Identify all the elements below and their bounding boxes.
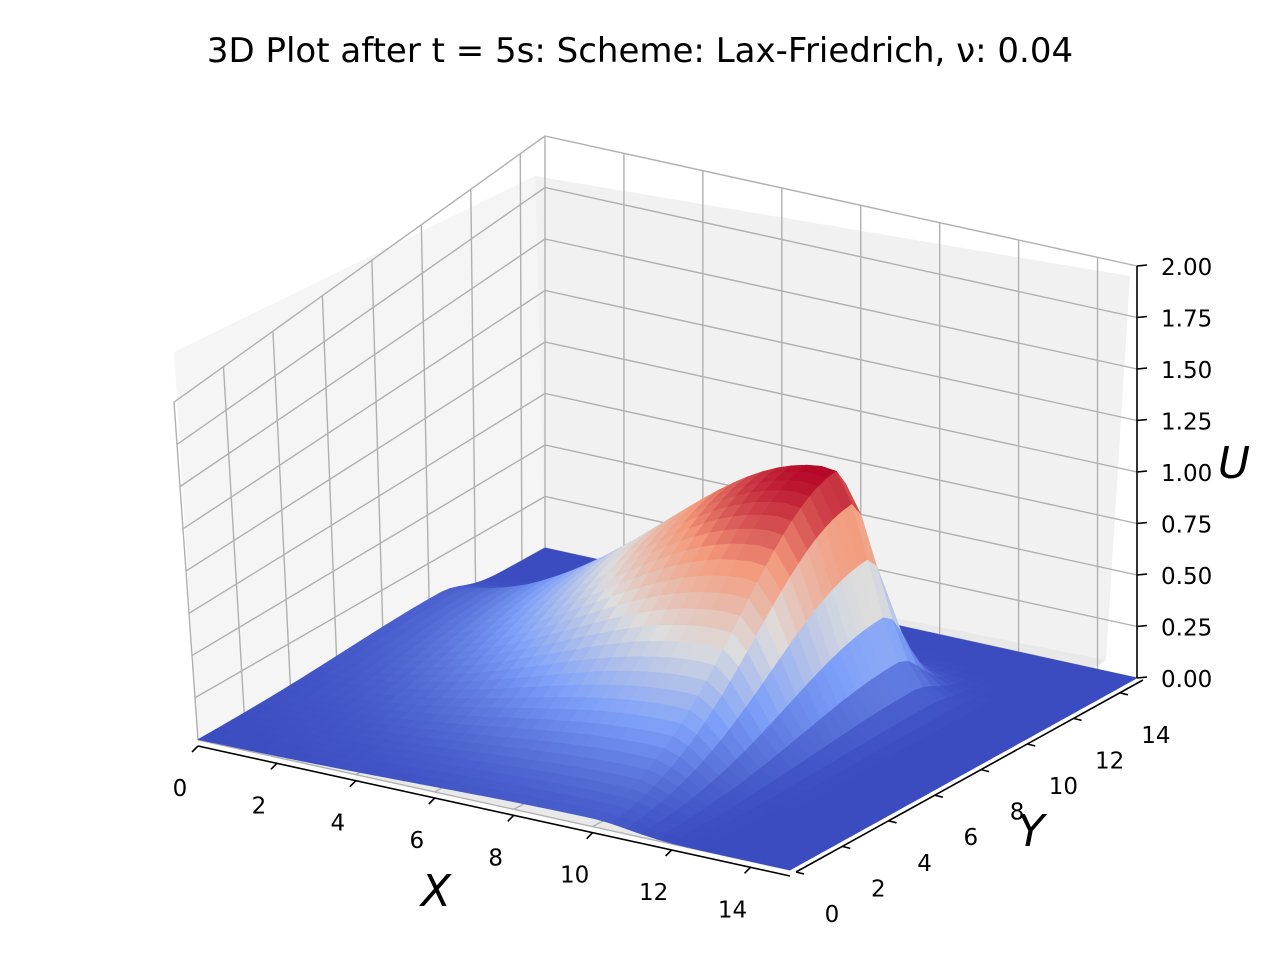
gridline-z (188, 392, 1138, 614)
z-tick-label: 1.50 (1161, 358, 1212, 384)
z-tick-label: 0.75 (1161, 513, 1212, 539)
x-tick-mark (191, 745, 199, 753)
x-tick-label: 4 (331, 811, 346, 837)
x-tick-label: 10 (560, 863, 589, 889)
surface (197, 464, 1138, 871)
z-tick-mark (1136, 624, 1148, 628)
y-tick-label: 14 (1141, 723, 1170, 749)
gridline-z (182, 289, 1138, 530)
y-tick-label: 2 (871, 876, 886, 902)
z-tick-mark (1136, 521, 1148, 525)
y-tick-label: 0 (825, 902, 840, 928)
gridline-z (179, 238, 1138, 488)
x-axis-line (197, 745, 791, 877)
x-tick-mark (428, 797, 436, 805)
x-tick-label: 8 (488, 845, 503, 871)
y-tick-label: 6 (963, 825, 978, 851)
z-axis-label: U (1218, 438, 1250, 489)
surface-cell (774, 861, 800, 871)
y-tick-label: 8 (1010, 800, 1025, 826)
x-tick-label: 2 (252, 793, 267, 819)
y-axis-label: Y (1018, 806, 1048, 857)
z-tick-label: 2.00 (1161, 255, 1212, 281)
z-tick-mark (1136, 676, 1148, 679)
gridline-z (173, 135, 1138, 403)
z-tick-mark (1136, 418, 1148, 422)
y-tick-mark (1073, 717, 1082, 722)
x-tick-label: 0 (173, 776, 188, 802)
gridline-z (194, 495, 1138, 699)
y-tick-mark (795, 871, 805, 875)
x-axis-label: X (419, 866, 452, 917)
z-tick-mark (1136, 573, 1148, 576)
axes (191, 264, 1148, 877)
x-tick-mark (665, 849, 673, 857)
z-tick-label: 0.00 (1161, 667, 1212, 693)
y-tick-label: 12 (1095, 748, 1124, 774)
y-axis-line (795, 679, 1144, 873)
x-tick-mark (586, 832, 594, 840)
gridline-z (176, 186, 1138, 445)
gridline-z (185, 341, 1138, 572)
y-tick-mark (980, 768, 990, 773)
x-tick-label: 14 (718, 897, 747, 923)
y-tick-label: 10 (1049, 774, 1078, 800)
x-tick-label: 6 (409, 828, 424, 854)
y-tick-mark (842, 845, 851, 850)
x-tick-mark (270, 762, 278, 770)
z-tick-label: 0.25 (1161, 616, 1212, 642)
y-tick-mark (934, 794, 943, 798)
x-tick-mark (743, 866, 752, 874)
y-tick-mark (888, 820, 897, 824)
tick-labels: 0 2 4 6 8 10 12 14 0 2 4 6 8 10 12 14 0.00 0.25 0.50 0.75 1.… (173, 255, 1213, 928)
y-tick-label: 4 (917, 851, 932, 877)
z-tick-label: 1.25 (1161, 410, 1212, 436)
x-tick-label: 12 (639, 880, 668, 906)
z-tick-mark (1136, 264, 1148, 267)
z-tick-mark (1136, 315, 1148, 319)
x-tick-mark (349, 780, 357, 788)
x-tick-mark (507, 814, 515, 822)
y-tick-mark (1027, 743, 1036, 747)
chart-title: 3D Plot after t = 5s: Scheme: Lax-Friedr… (207, 31, 1073, 71)
z-tick-label: 1.75 (1161, 307, 1212, 333)
y-tick-mark (1119, 692, 1129, 696)
z-tick-mark (1136, 470, 1148, 473)
z-tick-label: 0.50 (1161, 564, 1212, 590)
z-tick-mark (1136, 367, 1148, 370)
z-tick-label: 1.00 (1161, 461, 1212, 487)
gridline-z (191, 444, 1138, 657)
